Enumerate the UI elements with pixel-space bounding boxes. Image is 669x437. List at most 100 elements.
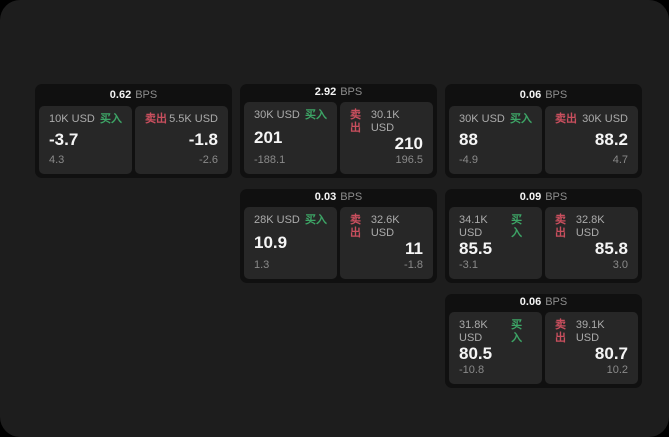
card-header: 0.09 BPS — [445, 189, 642, 207]
card-header: 0.03 BPS — [240, 189, 437, 207]
buy-price: 80.5 — [459, 344, 493, 364]
sell-tile[interactable]: 卖出 30.1K USD 210 196.5 — [340, 101, 433, 174]
sell-tile[interactable]: 卖出 30K USD 88.2 4.7 — [545, 106, 638, 174]
bps-unit-label: BPS — [135, 88, 158, 101]
buy-sub-value: 1.3 — [254, 258, 270, 271]
buy-amount: 34.1K USD — [459, 213, 488, 240]
buy-price: 201 — [254, 127, 283, 147]
buy-tile-header: 30K USD 买入 — [254, 109, 327, 122]
buy-price: 10.9 — [254, 232, 288, 252]
sell-amount: 39.1K USD — [575, 318, 605, 345]
bps-value: 0.09 — [519, 191, 542, 204]
sell-tile-header: 卖出 30K USD — [555, 113, 628, 126]
sell-tile-header: 卖出 30.1K USD — [350, 109, 423, 135]
sell-tile-header: 卖出 39.1K USD — [555, 319, 628, 345]
buy-price: -3.7 — [49, 129, 79, 149]
quote-card: 2.92 BPS 30K USD 买入 201 -188.1 卖出 30.1K … — [240, 84, 437, 178]
bps-unit-label: BPS — [545, 296, 568, 309]
buy-amount: 28K USD — [254, 213, 300, 226]
buy-tile-header: 34.1K USD 买入 — [459, 214, 532, 240]
card-header: 0.62 BPS — [35, 84, 232, 106]
card-body: 31.8K USD 买入 80.5 -10.8 卖出 39.1K USD 80.… — [445, 311, 642, 388]
quote-card: 0.09 BPS 34.1K USD 买入 85.5 -3.1 卖出 32.8K… — [445, 189, 642, 283]
quote-card: 0.03 BPS 28K USD 买入 10.9 1.3 卖出 32.6K US… — [240, 189, 437, 283]
buy-sub-value: 4.3 — [49, 153, 65, 166]
buy-tile-header: 31.8K USD 买入 — [459, 319, 532, 345]
buy-side-label: 买入 — [305, 108, 327, 121]
sell-tile[interactable]: 卖出 32.6K USD 11 -1.8 — [340, 206, 433, 279]
sell-side-label: 卖出 — [350, 108, 361, 135]
quote-card: 0.06 BPS 30K USD 买入 88 -4.9 卖出 30K USD 8… — [445, 84, 642, 178]
buy-tile[interactable]: 28K USD 买入 10.9 1.3 — [244, 206, 337, 279]
sell-price: 88.2 — [594, 129, 628, 149]
bps-value: 0.03 — [314, 191, 337, 204]
quote-grid: 0.62 BPS 10K USD 买入 -3.7 4.3 卖出 5.5K USD… — [35, 84, 642, 388]
sell-sub-value: 10.2 — [606, 363, 628, 376]
buy-tile[interactable]: 31.8K USD 买入 80.5 -10.8 — [449, 311, 542, 384]
buy-side-label: 买入 — [511, 318, 523, 345]
card-body: 30K USD 买入 201 -188.1 卖出 30.1K USD 210 1… — [240, 101, 437, 178]
sell-price: 80.7 — [594, 344, 628, 364]
buy-amount: 10K USD — [49, 113, 95, 125]
buy-tile-header: 28K USD 买入 — [254, 214, 327, 227]
quote-card: 0.06 BPS 31.8K USD 买入 80.5 -10.8 卖出 39.1… — [445, 294, 642, 388]
sell-side-label: 卖出 — [555, 318, 566, 345]
sell-sub-value: -2.6 — [199, 153, 218, 166]
buy-amount: 31.8K USD — [459, 318, 488, 345]
sell-side-label: 卖出 — [350, 213, 361, 240]
buy-price: 88 — [459, 129, 478, 149]
buy-tile-header: 30K USD 买入 — [459, 113, 532, 126]
sell-tile-header: 卖出 32.8K USD — [555, 214, 628, 240]
sell-price: -1.8 — [188, 129, 218, 149]
sell-price: 11 — [405, 239, 423, 259]
sell-sub-value: -1.8 — [404, 258, 423, 271]
sell-amount: 30K USD — [582, 113, 628, 125]
sell-amount: 32.6K USD — [370, 213, 400, 240]
buy-tile[interactable]: 30K USD 买入 201 -188.1 — [244, 101, 337, 174]
bps-unit-label: BPS — [545, 191, 568, 204]
card-body: 28K USD 买入 10.9 1.3 卖出 32.6K USD 11 -1.8 — [240, 206, 437, 283]
card-body: 10K USD 买入 -3.7 4.3 卖出 5.5K USD -1.8 -2.… — [35, 106, 232, 178]
sell-amount: 30.1K USD — [370, 108, 400, 135]
bps-value: 0.62 — [109, 88, 132, 101]
sell-tile[interactable]: 卖出 39.1K USD 80.7 10.2 — [545, 311, 638, 384]
bps-value: 2.92 — [314, 86, 337, 99]
sell-tile-header: 卖出 32.6K USD — [350, 214, 423, 240]
sell-side-label: 卖出 — [145, 113, 167, 125]
sell-side-label: 卖出 — [555, 213, 566, 240]
buy-amount: 30K USD — [459, 113, 505, 125]
quote-card: 0.62 BPS 10K USD 买入 -3.7 4.3 卖出 5.5K USD… — [35, 84, 232, 178]
buy-side-label: 买入 — [305, 213, 327, 226]
bps-value: 0.06 — [519, 296, 542, 309]
buy-tile[interactable]: 34.1K USD 买入 85.5 -3.1 — [449, 206, 542, 279]
buy-sub-value: -4.9 — [459, 153, 478, 166]
sell-side-label: 卖出 — [555, 113, 577, 125]
buy-tile[interactable]: 10K USD 买入 -3.7 4.3 — [39, 106, 132, 174]
sell-tile-header: 卖出 5.5K USD — [145, 113, 218, 126]
card-body: 34.1K USD 买入 85.5 -3.1 卖出 32.8K USD 85.8… — [445, 206, 642, 283]
card-header: 0.06 BPS — [445, 84, 642, 106]
buy-side-label: 买入 — [510, 113, 532, 125]
buy-sub-value: -10.8 — [459, 363, 485, 376]
sell-tile[interactable]: 卖出 32.8K USD 85.8 3.0 — [545, 206, 638, 279]
buy-tile-header: 10K USD 买入 — [49, 113, 122, 126]
buy-side-label: 买入 — [100, 113, 122, 125]
card-body: 30K USD 买入 88 -4.9 卖出 30K USD 88.2 4.7 — [445, 106, 642, 178]
buy-sub-value: -3.1 — [459, 258, 478, 271]
sell-sub-value: 4.7 — [612, 153, 628, 166]
sell-price: 85.8 — [594, 239, 628, 259]
buy-price: 85.5 — [459, 239, 493, 259]
bps-unit-label: BPS — [340, 191, 363, 204]
bps-unit-label: BPS — [545, 88, 568, 101]
sell-amount: 32.8K USD — [575, 213, 605, 240]
buy-amount: 30K USD — [254, 108, 300, 121]
bps-unit-label: BPS — [340, 86, 363, 99]
card-header: 2.92 BPS — [240, 84, 437, 102]
buy-tile[interactable]: 30K USD 买入 88 -4.9 — [449, 106, 542, 174]
card-header: 0.06 BPS — [445, 294, 642, 312]
buy-side-label: 买入 — [511, 213, 523, 240]
sell-tile[interactable]: 卖出 5.5K USD -1.8 -2.6 — [135, 106, 228, 174]
sell-price: 210 — [394, 134, 423, 154]
sell-amount: 5.5K USD — [169, 113, 218, 125]
